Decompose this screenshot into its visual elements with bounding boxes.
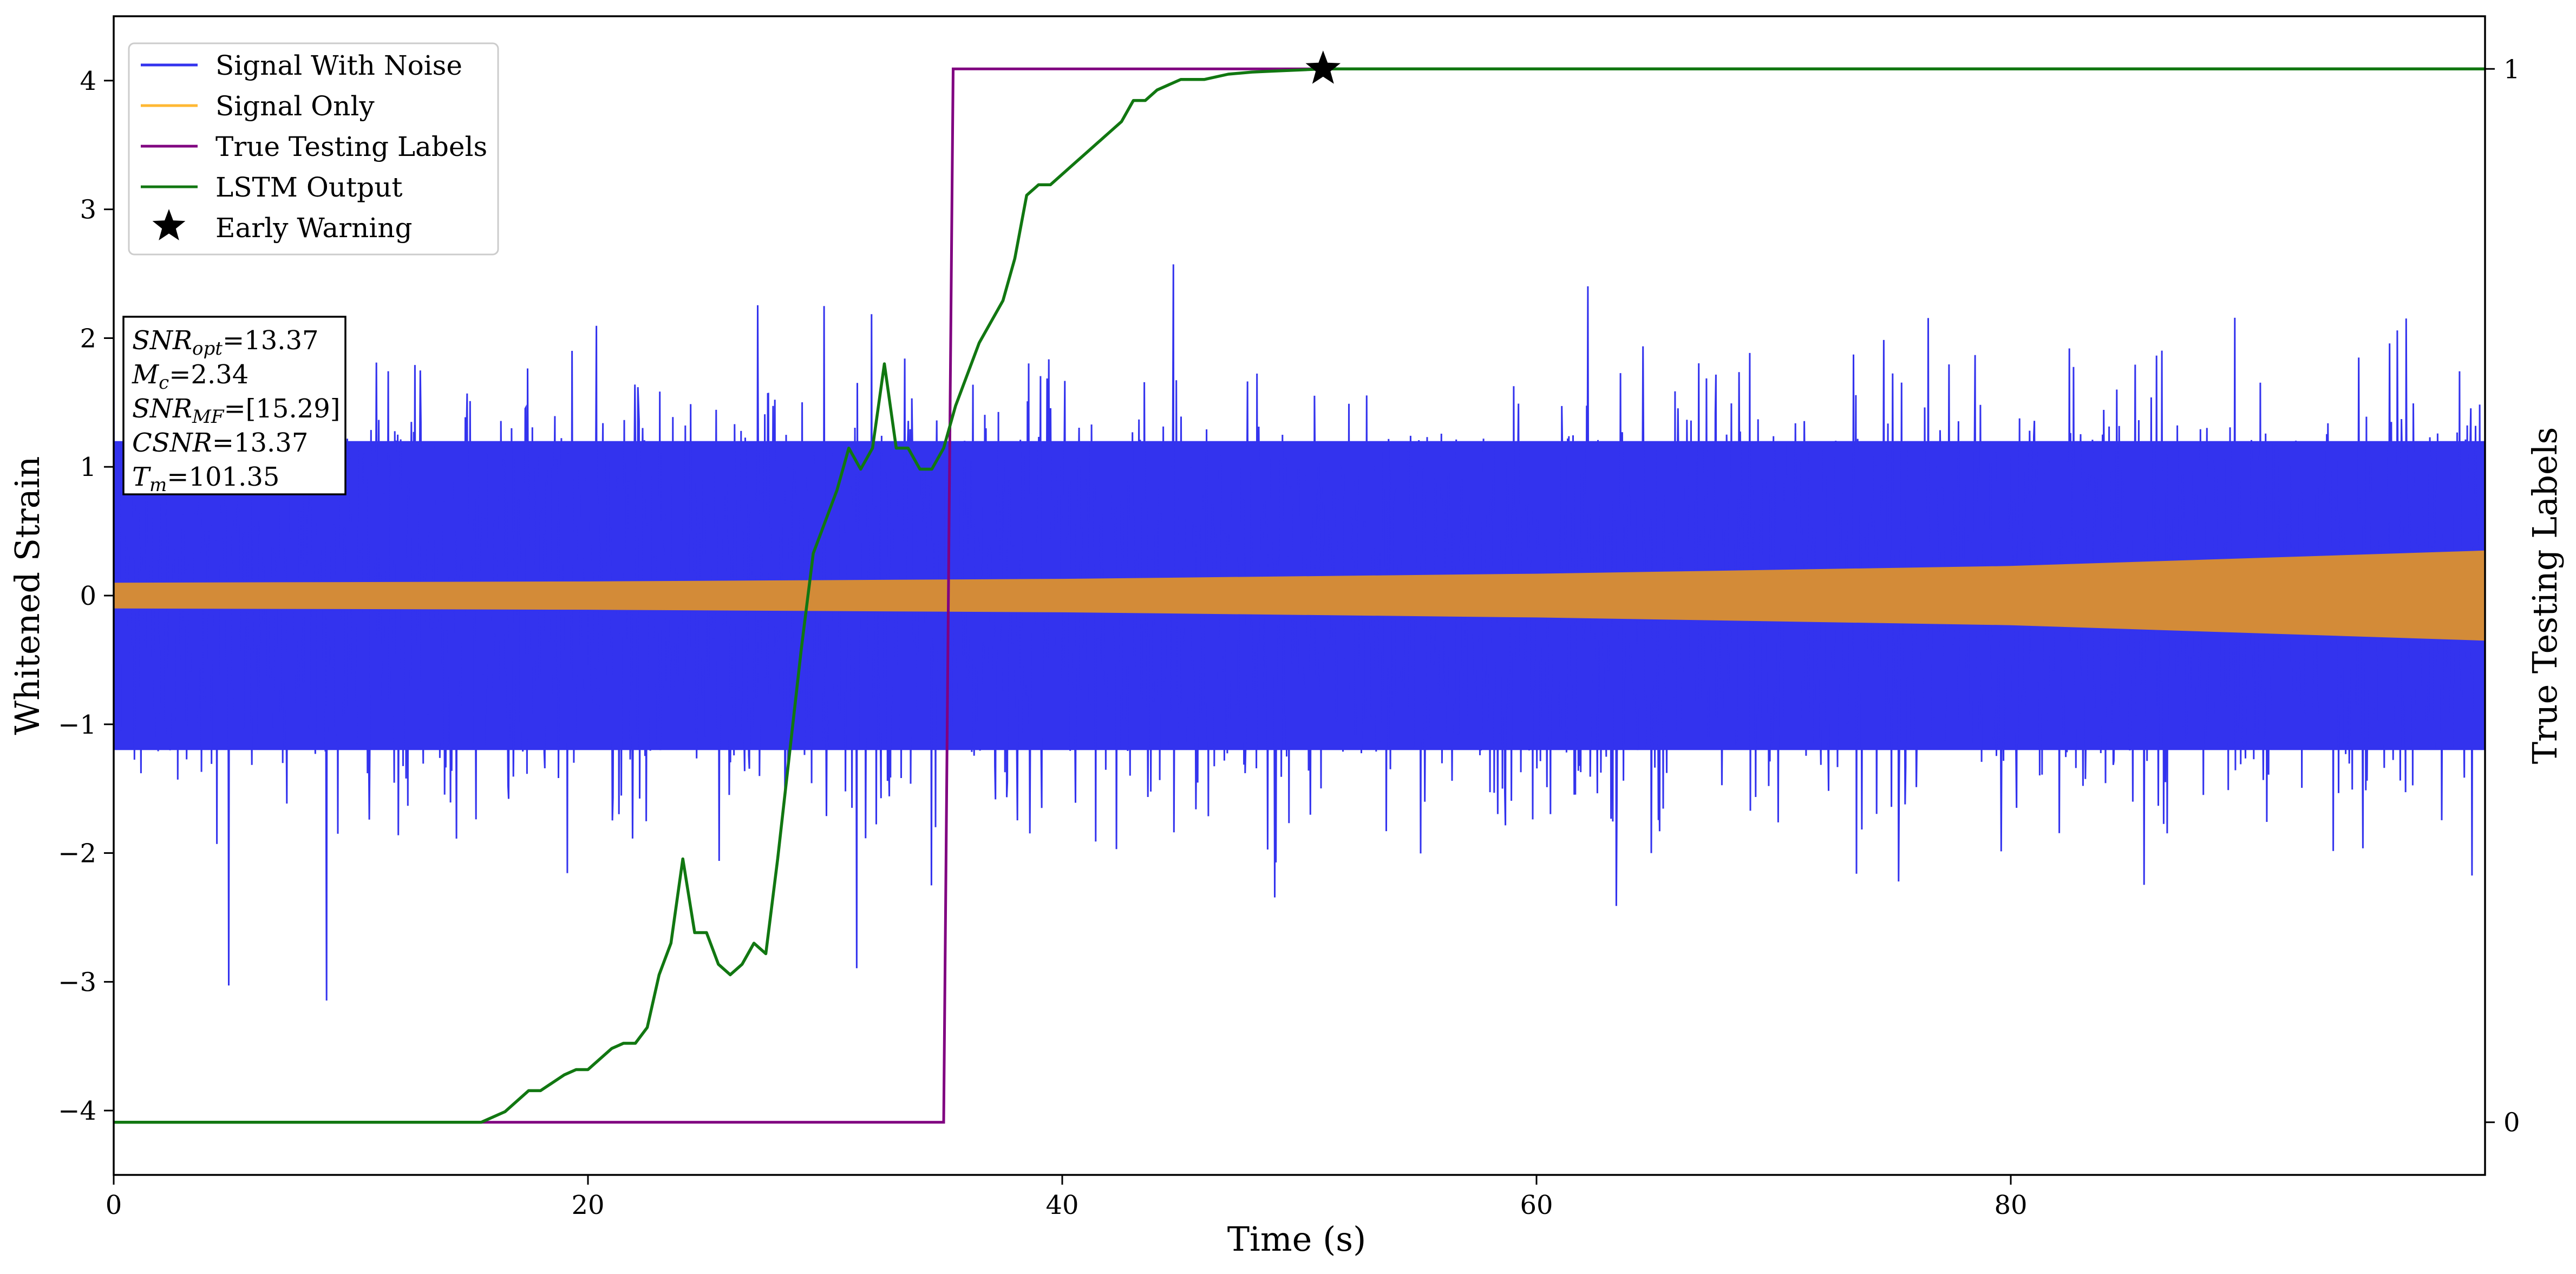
annotation-csnr-value: =13.37 — [212, 428, 309, 458]
x-tick-label: 80 — [1994, 1190, 2027, 1220]
annotation-frame — [122, 316, 346, 495]
annotation-tm: Tm=101.35 — [132, 462, 279, 496]
legend-label-true-testing-labels: True Testing Labels — [215, 131, 487, 162]
y-right-tick-label: 1 — [2503, 54, 2520, 84]
y-left-tick-label: −2 — [58, 839, 96, 869]
legend-label-signal-only: Signal Only — [215, 90, 375, 122]
legend-label-signal-with-noise: Signal With Noise — [215, 50, 462, 81]
annotation-snr-mf-value: =[15.29] — [224, 394, 340, 424]
early-warning-marker — [1305, 50, 1341, 84]
y-left-tick-label: 1 — [80, 452, 96, 482]
x-tick-label: 60 — [1520, 1190, 1553, 1220]
y-left-tick-label: 4 — [80, 66, 96, 96]
y-axis-right-ticks: 01 — [2485, 54, 2520, 1138]
legend-item-lstm-output: LSTM Output — [141, 172, 402, 203]
series-early-warning — [1305, 50, 1341, 84]
annotation-mc: Mc=2.34 — [132, 360, 249, 394]
annotation-snr-opt: SNRopt=13.37 — [132, 325, 319, 360]
annotation-mc-var: M — [132, 360, 160, 390]
annotation-mc-sub: c — [159, 372, 169, 394]
annotation-snr-mf: SNRMF=[15.29] — [132, 394, 341, 428]
x-axis-ticks: 0 20 40 60 80 — [106, 1175, 2028, 1220]
annotation-box: SNRopt=13.37 Mc=2.34 SNRMF=[15.29] CSNR=… — [122, 316, 346, 496]
x-tick-label: 20 — [571, 1190, 604, 1220]
legend-item-true-testing-labels: True Testing Labels — [141, 131, 487, 162]
y-left-tick-label: 2 — [80, 323, 96, 354]
y-left-tick-label: 3 — [80, 195, 96, 225]
legend: Signal With Noise Signal Only True Testi… — [128, 42, 499, 256]
y-axis-right-label: True Testing Labels — [2525, 427, 2565, 765]
signal-envelope — [114, 550, 2485, 641]
y-left-tick-label: −3 — [58, 967, 96, 997]
legend-item-signal-with-noise: Signal With Noise — [141, 50, 462, 81]
legend-item-early-warning: Early Warning — [152, 209, 413, 244]
annotation-csnr-var: CSNR — [132, 428, 212, 458]
annotation-snr-opt-var: SNR — [132, 325, 192, 356]
x-tick-label: 0 — [106, 1190, 122, 1220]
legend-label-early-warning: Early Warning — [215, 212, 413, 244]
x-axis-label: Time (s) — [1227, 1219, 1367, 1259]
annotation-snr-mf-sub: MF — [192, 406, 225, 428]
y-left-tick-label: 0 — [80, 581, 96, 611]
noise-trace — [114, 264, 2485, 1001]
annotation-snr-opt-sub: opt — [192, 338, 223, 360]
y-axis-left-label: Whitened Strain — [8, 456, 47, 735]
series-signal-only — [114, 550, 2485, 641]
y-axis-left-ticks: −4 −3 −2 −1 0 1 2 3 4 — [58, 66, 114, 1126]
y-left-tick-label: −1 — [58, 710, 96, 740]
lstm-line — [114, 67, 2485, 1124]
legend-label-lstm-output: LSTM Output — [215, 172, 402, 203]
y-right-tick-label: 0 — [2503, 1108, 2520, 1138]
annotation-snr-mf-var: SNR — [132, 394, 192, 424]
plot-area — [114, 67, 2485, 1124]
annotation-snr-opt-value: =13.37 — [223, 325, 319, 356]
y-left-tick-label: −4 — [58, 1096, 96, 1126]
star-icon — [152, 209, 186, 240]
legend-item-signal-only: Signal Only — [141, 90, 375, 122]
annotation-mc-value: =2.34 — [169, 360, 249, 390]
series-lstm-output — [114, 67, 2485, 1124]
legend-frame — [128, 42, 499, 256]
x-tick-label: 40 — [1045, 1190, 1078, 1220]
annotation-tm-sub: m — [149, 474, 167, 496]
annotation-tm-value: =101.35 — [167, 462, 279, 492]
annotation-csnr: CSNR=13.37 — [132, 428, 308, 458]
annotation-tm-var: T — [132, 462, 151, 492]
